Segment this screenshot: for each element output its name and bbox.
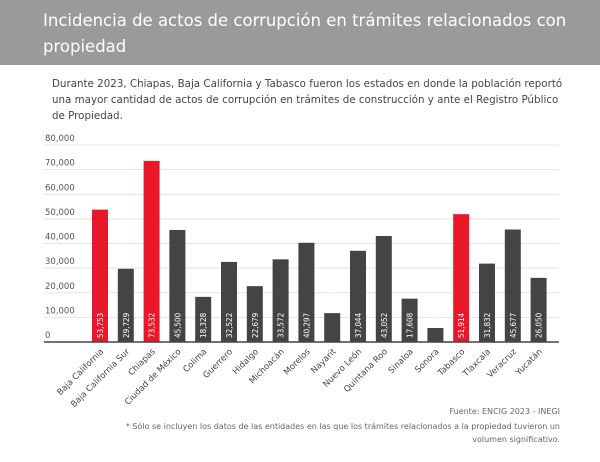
header-banner: Incidencia de actos de corrupción en trá… [0, 0, 600, 65]
bars [92, 160, 547, 342]
bar [427, 328, 444, 342]
value-label: 33,572 [277, 313, 286, 338]
y-tick-label: 50,000 [45, 208, 75, 218]
value-label: 51,914 [457, 312, 466, 338]
chart-description: Durante 2023, Chiapas, Baja California y… [52, 78, 563, 122]
x-tick-label: Yucatán [513, 347, 544, 378]
y-tick-label: 0 [45, 331, 50, 341]
value-label: 26,050 [535, 312, 544, 338]
value-label: 43,052 [380, 313, 389, 338]
page-title: Incidencia de actos de corrupción en trá… [43, 11, 567, 56]
value-label: 17,608 [406, 312, 415, 338]
bar [117, 268, 134, 342]
source-note: Fuente: ENCIG 2023 - INEGI [449, 407, 560, 416]
bar [350, 250, 366, 342]
bar [195, 296, 212, 342]
y-tick-label: 70,000 [45, 159, 75, 169]
value-labels: 53,753 29,729 73,532 45,500 18,328 32,522 22,6… [96, 286, 544, 338]
y-tick-label: 20,000 [45, 282, 75, 292]
bar [298, 242, 315, 342]
value-label: 11,733 [328, 286, 337, 311]
value-label: 45,677 [509, 313, 518, 338]
value-label: 22,679 [251, 312, 260, 338]
y-axis-ticks: 0 10,000 20,000 30,000 40,000 50,000 60,000 70,… [45, 134, 75, 341]
bar [479, 263, 495, 342]
footnote: * Sólo se incluyen los datos de las enti… [125, 422, 560, 444]
value-label: 53,753 [96, 313, 105, 338]
value-label: 29,729 [122, 312, 131, 338]
y-tick-label: 60,000 [45, 183, 75, 193]
bar [272, 259, 289, 342]
bar [401, 298, 418, 342]
bar [530, 277, 547, 342]
value-label: 18,328 [199, 312, 208, 338]
y-tick-label: 10,000 [45, 306, 75, 316]
bar [453, 214, 470, 342]
value-label: 73,532 [148, 313, 157, 338]
bar [143, 160, 160, 342]
x-tick-label: Morelos [282, 347, 313, 378]
bar [221, 261, 237, 342]
value-label: 5,684 [431, 305, 440, 326]
bar [504, 229, 521, 342]
value-label: 32,522 [225, 313, 234, 338]
value-label: 31,832 [483, 313, 492, 338]
bar [375, 235, 392, 342]
bar [324, 313, 341, 342]
y-tick-label: 80,000 [45, 134, 75, 144]
bar [92, 209, 108, 342]
value-label: 45,500 [173, 312, 182, 338]
y-tick-label: 30,000 [45, 257, 75, 267]
y-tick-label: 40,000 [45, 233, 75, 243]
value-label: 40,297 [302, 313, 311, 338]
x-tick-label: Sinaloa [387, 347, 416, 376]
value-label: 37,044 [354, 312, 363, 338]
bar [246, 286, 263, 342]
bar [169, 229, 186, 342]
